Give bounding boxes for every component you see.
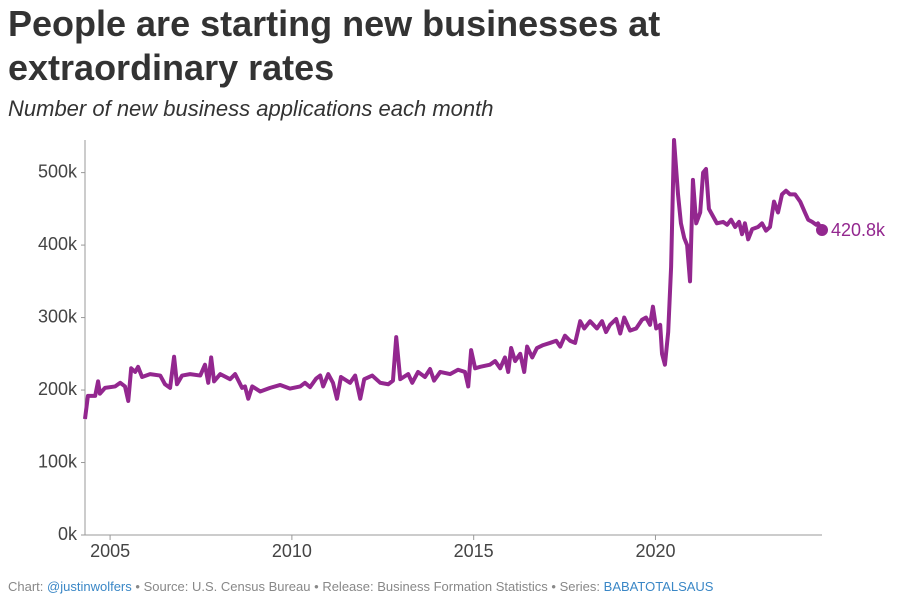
footer: Chart: @justinwolfers • Source: U.S. Cen… xyxy=(8,579,713,594)
author-link[interactable]: @justinwolfers xyxy=(47,579,132,594)
y-tick-label: 500k xyxy=(38,161,78,181)
series-link[interactable]: BABATOTALSAUS xyxy=(603,579,714,594)
footer-text: Chart: xyxy=(8,579,44,594)
separator: • xyxy=(135,579,140,594)
y-tick-label: 300k xyxy=(38,306,78,326)
y-tick-label: 400k xyxy=(38,234,78,254)
chart-subtitle: Number of new business applications each… xyxy=(8,96,494,121)
footer-text: Source: U.S. Census Bureau xyxy=(143,579,311,594)
separator: • xyxy=(551,579,556,594)
x-tick-label: 2005 xyxy=(90,541,130,561)
y-tick-label: 200k xyxy=(38,379,78,399)
end-point xyxy=(816,224,828,237)
x-tick-label: 2020 xyxy=(635,541,675,561)
value-label: 420.8k xyxy=(831,220,886,240)
footer-text: Release: Business Formation Statistics xyxy=(322,579,548,594)
y-tick-label: 100k xyxy=(38,451,78,471)
chart-title: People are starting new businesses at ex… xyxy=(8,3,661,88)
x-tick-label: 2015 xyxy=(454,541,494,561)
separator: • xyxy=(314,579,319,594)
series-line xyxy=(83,138,824,420)
x-tick-label: 2010 xyxy=(272,541,312,561)
chart: 0k 100k 200k 300k 400k 500k 2005 2010 2015 2020 42… xyxy=(38,138,886,561)
footer-text: Series: xyxy=(559,579,601,594)
y-tick-label: 0k xyxy=(58,524,78,544)
